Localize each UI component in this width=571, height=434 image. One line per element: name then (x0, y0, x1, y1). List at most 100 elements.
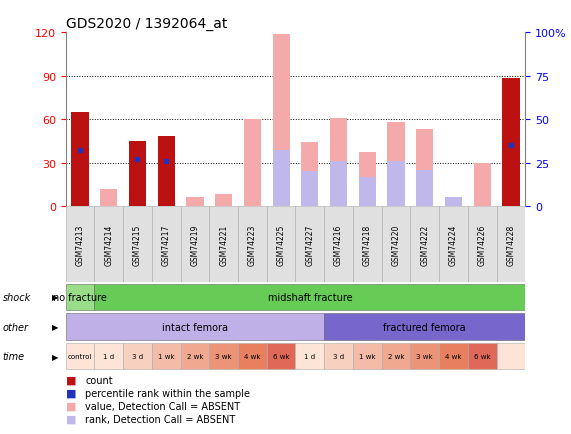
Bar (66, 343, 94, 370)
Bar (215, 195, 232, 207)
Text: control: control (68, 353, 93, 359)
Bar (129, 141, 146, 207)
Text: 4 wk: 4 wk (445, 353, 462, 359)
Text: no fracture: no fracture (53, 293, 107, 302)
Bar (152, 207, 180, 283)
Bar (94, 207, 123, 283)
Text: 1 d: 1 d (103, 353, 114, 359)
Text: GSM74217: GSM74217 (162, 224, 171, 265)
Text: 6 wk: 6 wk (474, 353, 490, 359)
Bar (353, 343, 381, 370)
Bar (330, 118, 347, 207)
Bar (439, 207, 468, 283)
Bar (359, 153, 376, 207)
Bar (330, 162, 347, 207)
Text: GSM74228: GSM74228 (506, 224, 516, 265)
Text: GSM74219: GSM74219 (191, 224, 199, 265)
Text: ▶: ▶ (52, 352, 59, 361)
Bar (123, 207, 152, 283)
Bar (210, 343, 238, 370)
Text: other: other (3, 322, 29, 332)
Bar (272, 34, 289, 207)
Bar (411, 343, 439, 370)
Bar (267, 343, 296, 370)
Bar (324, 343, 353, 370)
Text: GSM74213: GSM74213 (75, 224, 85, 265)
Text: ■: ■ (66, 401, 76, 411)
Text: GSM74226: GSM74226 (478, 224, 486, 265)
Text: 2 wk: 2 wk (388, 353, 404, 359)
Bar (66, 207, 94, 283)
Text: GSM74216: GSM74216 (334, 224, 343, 265)
Text: GDS2020 / 1392064_at: GDS2020 / 1392064_at (66, 16, 227, 30)
Bar (296, 207, 324, 283)
Text: GSM74227: GSM74227 (305, 224, 315, 265)
Text: GSM74220: GSM74220 (392, 224, 400, 265)
Text: GSM74225: GSM74225 (276, 224, 286, 265)
Bar (381, 207, 411, 283)
Text: 6 wk: 6 wk (273, 353, 289, 359)
Text: GSM74222: GSM74222 (420, 224, 429, 265)
Bar (66, 313, 324, 340)
Bar (502, 79, 520, 207)
Bar (267, 207, 296, 283)
Bar (238, 207, 267, 283)
Bar (244, 120, 261, 207)
Bar (296, 343, 324, 370)
Bar (359, 178, 376, 207)
Text: GSM74215: GSM74215 (133, 224, 142, 265)
Bar (468, 343, 497, 370)
Bar (272, 150, 289, 207)
Bar (180, 343, 210, 370)
Text: shock: shock (3, 293, 31, 302)
Text: percentile rank within the sample: percentile rank within the sample (85, 388, 250, 398)
Text: GSM74223: GSM74223 (248, 224, 257, 265)
Bar (387, 123, 405, 207)
Bar (324, 207, 353, 283)
Bar (497, 207, 525, 283)
Bar (445, 198, 462, 207)
Bar (416, 130, 433, 207)
Text: GSM74214: GSM74214 (104, 224, 113, 265)
Bar (100, 189, 118, 207)
Bar (439, 343, 468, 370)
Text: rank, Detection Call = ABSENT: rank, Detection Call = ABSENT (85, 414, 235, 424)
Bar (210, 207, 238, 283)
Text: count: count (85, 375, 112, 385)
Text: 3 d: 3 d (132, 353, 143, 359)
Bar (473, 163, 491, 207)
Bar (152, 343, 180, 370)
Bar (416, 171, 433, 207)
Text: GSM74224: GSM74224 (449, 224, 458, 265)
Text: ▶: ▶ (52, 293, 59, 302)
Text: fractured femora: fractured femora (384, 322, 466, 332)
Bar (497, 343, 525, 370)
Text: value, Detection Call = ABSENT: value, Detection Call = ABSENT (85, 401, 240, 411)
Text: ▶: ▶ (52, 322, 59, 331)
Text: 3 d: 3 d (333, 353, 344, 359)
Text: GSM74221: GSM74221 (219, 224, 228, 265)
Text: ■: ■ (66, 388, 76, 398)
Bar (387, 162, 405, 207)
Bar (381, 343, 411, 370)
Bar (324, 313, 525, 340)
Text: time: time (3, 352, 25, 361)
Bar (301, 143, 319, 207)
Text: ■: ■ (66, 414, 76, 424)
Text: 4 wk: 4 wk (244, 353, 260, 359)
Bar (71, 112, 89, 207)
Text: 1 wk: 1 wk (158, 353, 175, 359)
Text: 3 wk: 3 wk (215, 353, 232, 359)
Bar (411, 207, 439, 283)
Bar (238, 343, 267, 370)
Text: midshaft fracture: midshaft fracture (268, 293, 352, 302)
Bar (123, 343, 152, 370)
Bar (353, 207, 381, 283)
Text: 3 wk: 3 wk (416, 353, 433, 359)
Bar (301, 172, 319, 207)
Text: GSM74218: GSM74218 (363, 224, 372, 265)
Bar (158, 137, 175, 207)
Text: 1 d: 1 d (304, 353, 315, 359)
Text: intact femora: intact femora (162, 322, 228, 332)
Bar (468, 207, 497, 283)
